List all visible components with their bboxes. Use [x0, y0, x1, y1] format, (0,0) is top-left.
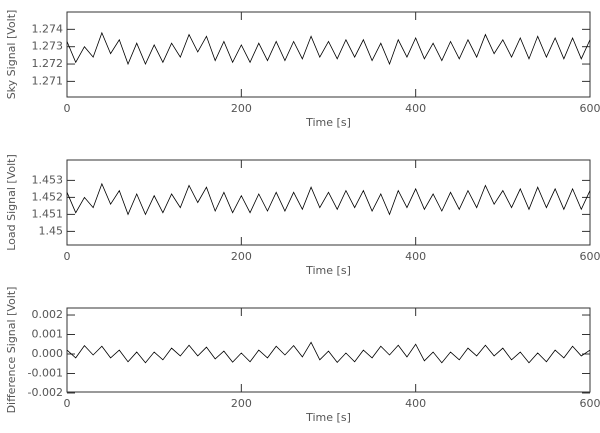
y-axis-label: Sky Signal [Volt]	[5, 10, 18, 100]
x-tick-label: 0	[64, 397, 71, 410]
y-tick-label: 1.272	[32, 57, 64, 70]
y-tick-label: 1.45	[39, 224, 64, 237]
x-tick-label: 400	[405, 102, 426, 115]
x-tick-label: 200	[231, 250, 252, 263]
y-tick-label: -0.001	[28, 366, 63, 379]
x-tick-label: 0	[64, 102, 71, 115]
signal-line	[66, 182, 591, 216]
y-tick-label: 0.001	[32, 328, 64, 341]
x-axis-label: Time [s]	[305, 116, 351, 129]
y-tick-label: -0.002	[28, 386, 63, 399]
y-tick-label: 1.274	[32, 22, 64, 35]
x-axis-label: Time [s]	[305, 411, 351, 424]
plot-frame	[66, 307, 591, 393]
signal-line	[66, 31, 591, 66]
y-tick-label: 0.000	[32, 347, 64, 360]
x-tick-label: 200	[231, 102, 252, 115]
y-tick-label: 1.273	[32, 40, 64, 53]
x-axis-label: Time [s]	[305, 264, 351, 277]
y-tick-label: 1.271	[32, 74, 64, 87]
y-tick-label: 0.002	[32, 308, 64, 321]
y-axis-label: Difference Signal [Volt]	[5, 287, 18, 414]
x-tick-label: 400	[405, 397, 426, 410]
y-axis-label: Load Signal [Volt]	[5, 154, 18, 251]
x-tick-label: 200	[231, 397, 252, 410]
x-tick-label: 600	[580, 102, 600, 115]
plot-frame	[66, 159, 591, 246]
plot-frame	[66, 11, 591, 98]
x-tick-label: 400	[405, 250, 426, 263]
y-tick-label: 1.452	[32, 190, 64, 203]
y-tick-label: 1.453	[32, 173, 64, 186]
x-tick-label: 0	[64, 250, 71, 263]
x-tick-label: 600	[580, 397, 600, 410]
signal-line	[66, 341, 591, 364]
x-tick-label: 600	[580, 250, 600, 263]
y-tick-label: 1.451	[32, 207, 64, 220]
